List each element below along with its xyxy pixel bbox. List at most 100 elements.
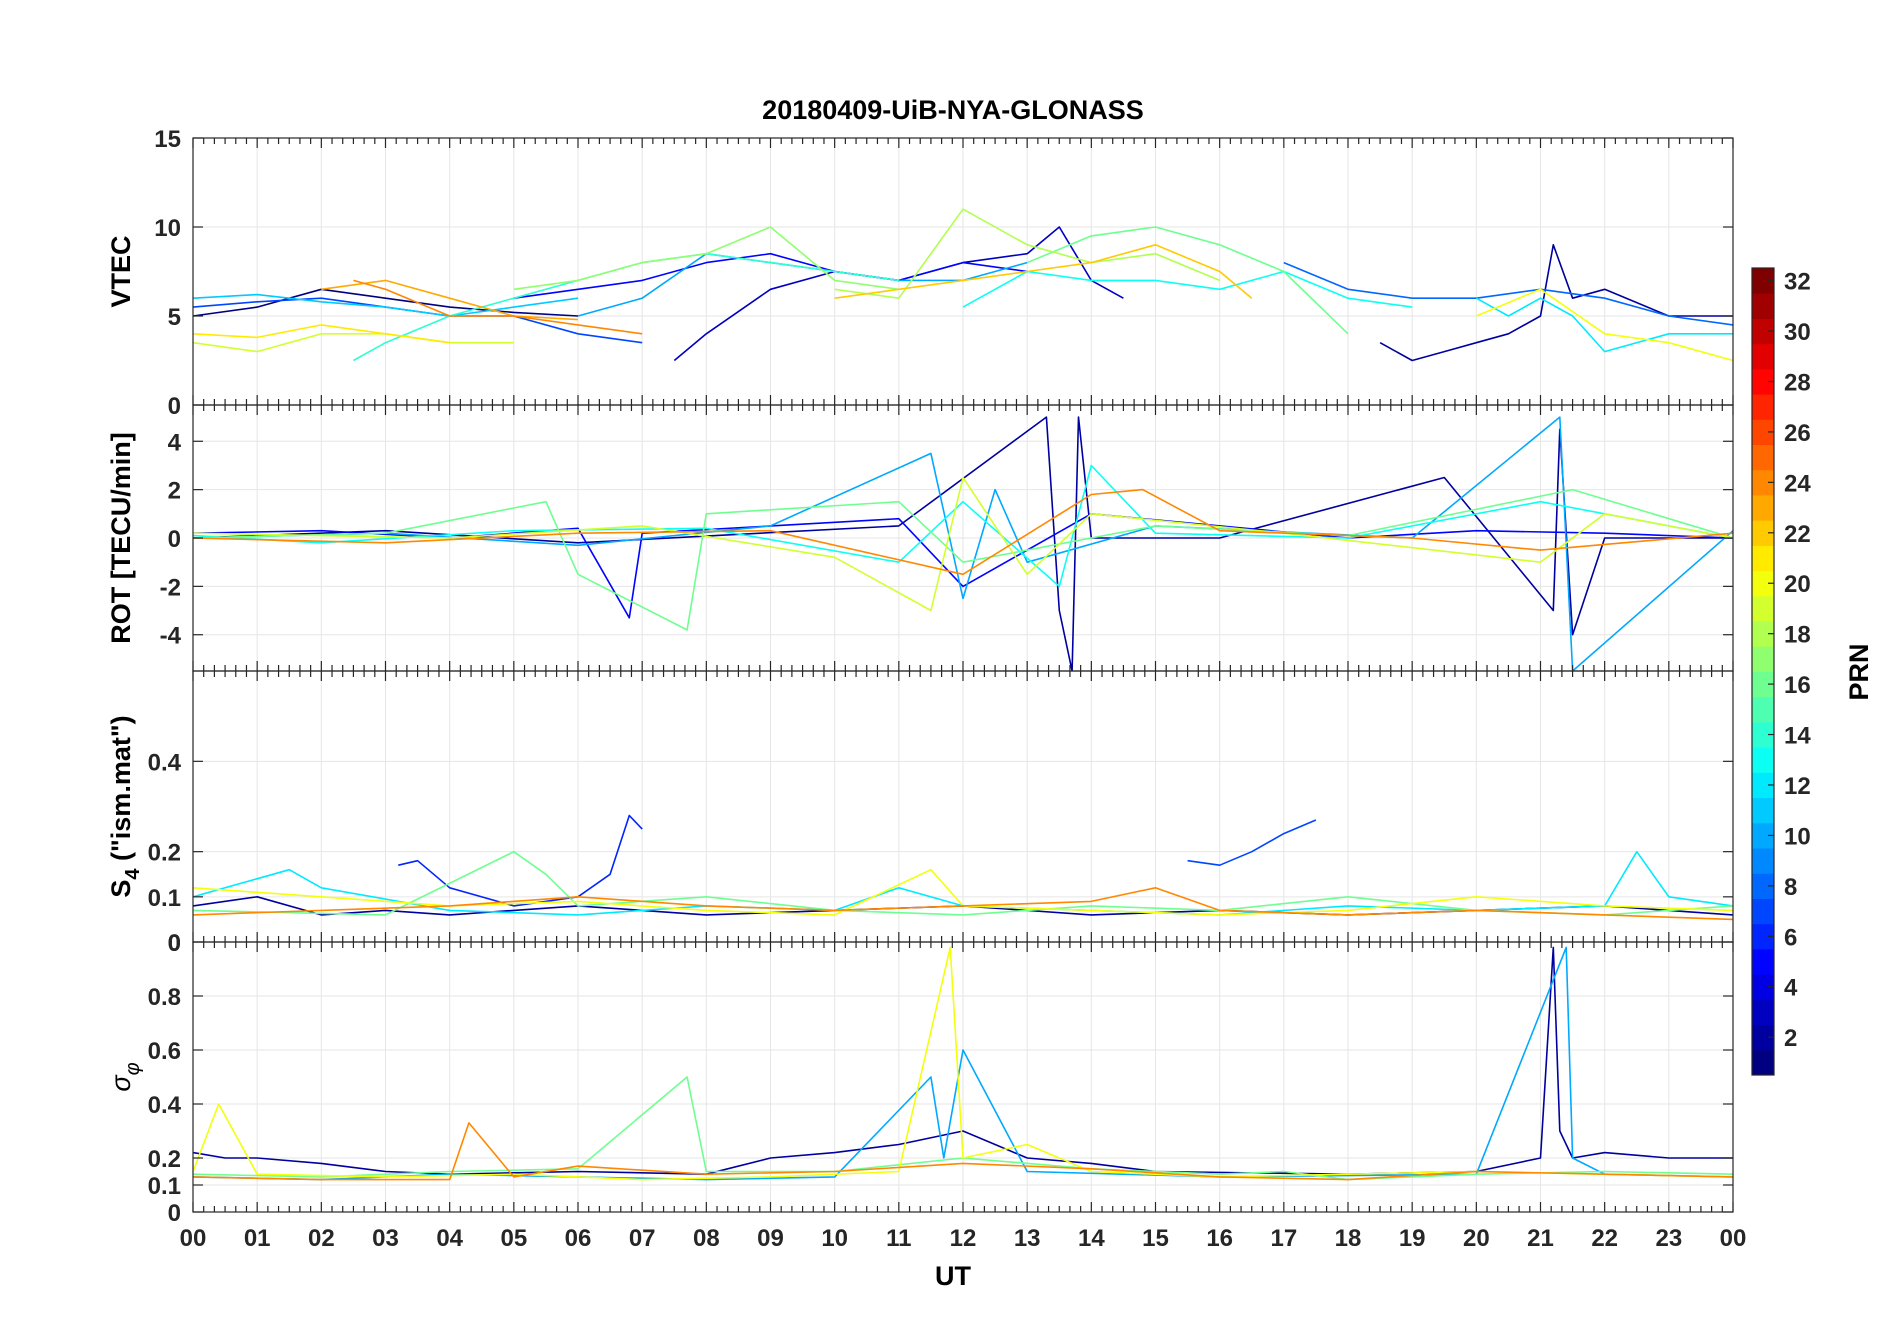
y-axis-label-main: σ [106,1074,136,1092]
colorbar-segment [1752,293,1774,319]
colorbar-tick-label: 22 [1784,521,1811,548]
colorbar-segment [1752,747,1774,773]
series-line-prn-16 [193,850,1733,916]
x-tick-label: 13 [1014,1225,1041,1252]
y-tick-label: 0.2 [148,1146,181,1173]
x-tick-label: 10 [821,1225,848,1252]
x-tick-label: 01 [244,1225,271,1252]
colorbar-tick-label: 18 [1784,622,1811,649]
colorbar-tick-label: 24 [1784,470,1811,497]
y-tick-label: 0 [168,1200,181,1227]
series-line-prn-10 [193,416,1733,671]
x-tick-label: 19 [1399,1225,1426,1252]
series-group [193,208,1733,362]
x-tick-label: 05 [500,1225,527,1252]
y-axis-label: ROT [TECU/min] [106,432,136,643]
x-tick-label: 06 [565,1225,592,1252]
y-axis-label: VTEC [106,235,136,307]
colorbar-tick-label: 26 [1784,420,1811,447]
colorbar-segment [1752,772,1774,799]
colorbar-segment [1752,520,1774,546]
colorbar-tick-label: 20 [1784,571,1811,598]
x-tick-label: 02 [308,1225,335,1252]
y-tick-label-top: 0 [168,930,181,957]
y-tick-label: 5 [168,304,181,331]
y-tick-label: 0.1 [148,1173,181,1200]
colorbar-segment [1752,671,1774,698]
x-axis: 00 01 02 03 04 05 06 07 08 09 10 11 12 13 14 15 16 17 18 19… [180,1225,1747,1252]
colorbar-tick-label: 2 [1784,1025,1797,1052]
series-line-prn-24 [353,279,643,335]
colorbar-segment [1752,444,1774,471]
colorbar-segment [1752,394,1774,420]
series-line-prn-2 [193,946,1733,1175]
y-tick-label: 0 [168,393,181,420]
x-tick-label: 08 [693,1225,720,1252]
colorbar-segment [1752,595,1774,622]
y-tick-label: 0.6 [148,1038,181,1065]
x-tick-label: 23 [1655,1225,1682,1252]
panel-vtec: 0 5 10 15 VTEC [106,126,1734,420]
colorbar-segment [1752,621,1774,647]
x-tick-label: 16 [1206,1225,1233,1252]
colorbar-segment [1752,721,1774,748]
series-group [193,814,1733,921]
series-line-prn-6 [398,814,643,907]
colorbar-segment [1752,268,1774,294]
colorbar-tick-label: 16 [1784,672,1811,699]
colorbar-segment [1752,848,1774,874]
y-tick-label: -2 [160,574,181,601]
x-tick-label: 07 [629,1225,656,1252]
x-tick-label: 22 [1591,1225,1618,1252]
x-tick-label: 04 [436,1225,463,1252]
y-tick-label: 0.1 [148,885,181,912]
series-line-prn-19 [193,332,514,353]
series-line-prn-24 [193,488,1733,576]
series-group [193,946,1733,1181]
colorbar-segment [1752,923,1774,950]
series-line-prn-20 [1475,288,1733,362]
series-line-prn-22 [834,244,1253,299]
colorbar-tick-label: 28 [1784,369,1811,396]
series-line-prn-18 [834,208,1221,300]
colorbar-tick-label: 8 [1784,874,1797,901]
series-line-prn-8 [1283,261,1733,326]
colorbar-segment [1752,1049,1774,1076]
y-tick-label: 0.4 [148,749,182,776]
series-line-prn-19 [193,476,1733,612]
y-tick-label: 0.8 [148,984,181,1011]
figure-title: 20180409-UiB-NYA-GLONASS [762,95,1144,125]
y-tick-label: 4 [168,429,182,456]
series-line-prn-12 [1475,297,1733,353]
series-line-prn-24 [193,1122,1733,1181]
colorbar-label: PRN [1844,643,1874,700]
x-tick-label: 00 [1720,1225,1747,1252]
y-tick-label: -4 [160,623,182,650]
colorbar-segment [1752,822,1774,849]
colorbar-segment [1752,999,1774,1026]
series-line-prn-24 [193,886,1733,921]
colorbar-segment [1752,974,1774,1000]
y-axis-label: σφ [106,1062,144,1091]
y-axis-label-rest: ("ism.mat") [106,715,136,868]
colorbar-segment [1752,570,1774,597]
y-axis-label: S4 ("ism.mat") [106,715,144,897]
series-group [193,416,1733,671]
series-line-prn-11 [193,293,579,317]
y-tick-label: 0 [168,526,181,553]
x-tick-label: 12 [950,1225,977,1252]
x-tick-label: 21 [1527,1225,1554,1252]
colorbar-frame [1751,267,1775,1076]
x-tick-label: 00 [180,1225,207,1252]
series-line-prn-17 [513,226,899,291]
y-axis-label-sub: 4 [122,868,144,880]
colorbar-segment [1752,948,1774,975]
colorbar-tick-label: 12 [1784,773,1811,800]
x-tick-label: 20 [1463,1225,1490,1252]
colorbar-segment [1752,419,1774,446]
colorbar-segment [1752,898,1774,925]
x-axis-label: UT [935,1261,971,1291]
series-line-prn-1 [193,288,579,317]
